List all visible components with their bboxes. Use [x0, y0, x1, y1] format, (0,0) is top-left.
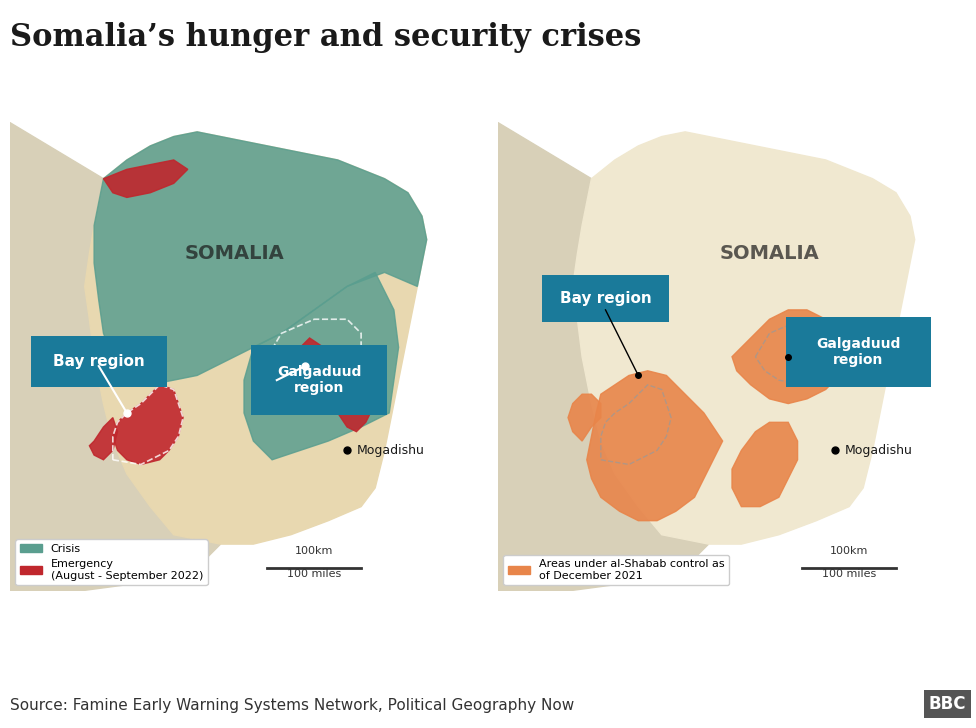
Text: Somalia’s hunger and security crises: Somalia’s hunger and security crises: [10, 22, 641, 53]
Polygon shape: [732, 422, 797, 507]
FancyBboxPatch shape: [251, 345, 386, 415]
Text: 100 miles: 100 miles: [287, 569, 342, 579]
Text: BBC: BBC: [929, 695, 966, 713]
Text: SOMALIA: SOMALIA: [719, 244, 820, 263]
Polygon shape: [244, 272, 398, 460]
Text: 100km: 100km: [295, 546, 334, 555]
Polygon shape: [90, 418, 117, 460]
Polygon shape: [85, 132, 427, 544]
Text: Galgaduud
region: Galgaduud region: [277, 365, 361, 395]
Polygon shape: [103, 160, 187, 197]
Text: 100 miles: 100 miles: [822, 569, 876, 579]
Polygon shape: [573, 132, 915, 544]
Legend: Areas under al-Shabab control as
of December 2021: Areas under al-Shabab control as of Dece…: [504, 555, 729, 585]
FancyBboxPatch shape: [543, 274, 669, 322]
Text: Bay region: Bay region: [53, 354, 144, 369]
Polygon shape: [291, 338, 328, 394]
Polygon shape: [587, 371, 722, 521]
Polygon shape: [732, 310, 849, 403]
Text: Mogadishu: Mogadishu: [844, 444, 913, 457]
Text: SOMALIA: SOMALIA: [184, 244, 285, 263]
Polygon shape: [10, 122, 221, 591]
Polygon shape: [338, 357, 380, 432]
Text: Source: Famine Early Warning Systems Network, Political Geography Now: Source: Famine Early Warning Systems Net…: [10, 698, 574, 713]
Polygon shape: [94, 132, 427, 385]
FancyBboxPatch shape: [31, 336, 167, 387]
FancyBboxPatch shape: [786, 317, 931, 387]
Text: Bay region: Bay region: [559, 290, 651, 306]
Text: 100km: 100km: [830, 546, 869, 555]
Legend: Crisis, Emergency
(August - September 2022): Crisis, Emergency (August - September 20…: [16, 539, 208, 585]
Polygon shape: [113, 385, 183, 464]
Polygon shape: [568, 394, 601, 441]
Text: Galgaduud
region: Galgaduud region: [816, 337, 901, 367]
Text: Mogadishu: Mogadishu: [356, 444, 425, 457]
Polygon shape: [498, 122, 709, 591]
